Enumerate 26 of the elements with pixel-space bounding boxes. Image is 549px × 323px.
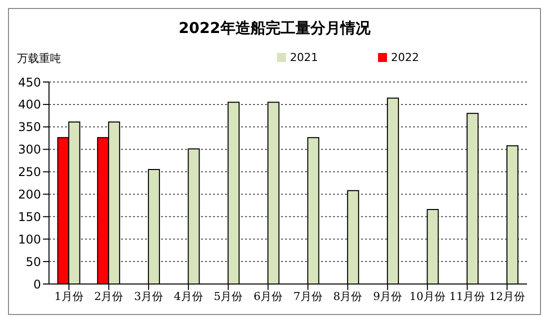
x-tick-label: 11月份 — [449, 290, 486, 303]
y-tick-label: 450 — [18, 75, 41, 90]
x-tick-label: 1月份 — [54, 290, 84, 303]
x-tick-label: 6月份 — [254, 290, 283, 303]
y-axis-title: 万载重吨 — [17, 51, 61, 66]
x-tick-label: 10月份 — [409, 290, 446, 303]
x-tick-label: 3月份 — [134, 290, 164, 303]
y-tick-label: 150 — [18, 210, 41, 224]
x-tick-label: 8月份 — [333, 290, 362, 303]
x-tick-label: 9月份 — [373, 290, 402, 303]
x-tick-label: 5月份 — [214, 290, 243, 303]
y-tick-label: 350 — [18, 120, 41, 134]
y-tick-label: 0 — [33, 277, 41, 292]
legend-label: 2021 — [290, 51, 318, 64]
legend-label: 2022 — [391, 51, 419, 64]
x-tick-label: 4月份 — [174, 290, 203, 303]
y-tick-label: 400 — [18, 98, 41, 112]
x-tick-label: 12月份 — [489, 290, 526, 303]
y-tick-label: 50 — [26, 254, 41, 269]
y-tick-label: 200 — [18, 187, 41, 202]
x-tick-label: 2月份 — [94, 290, 124, 303]
chart-title: 2022年造船完工量分月情况 — [178, 19, 372, 38]
x-tick-label: 7月份 — [293, 290, 322, 303]
y-tick-label: 100 — [18, 232, 41, 246]
y-tick-label: 300 — [18, 142, 41, 157]
y-tick-label: 250 — [18, 165, 41, 180]
